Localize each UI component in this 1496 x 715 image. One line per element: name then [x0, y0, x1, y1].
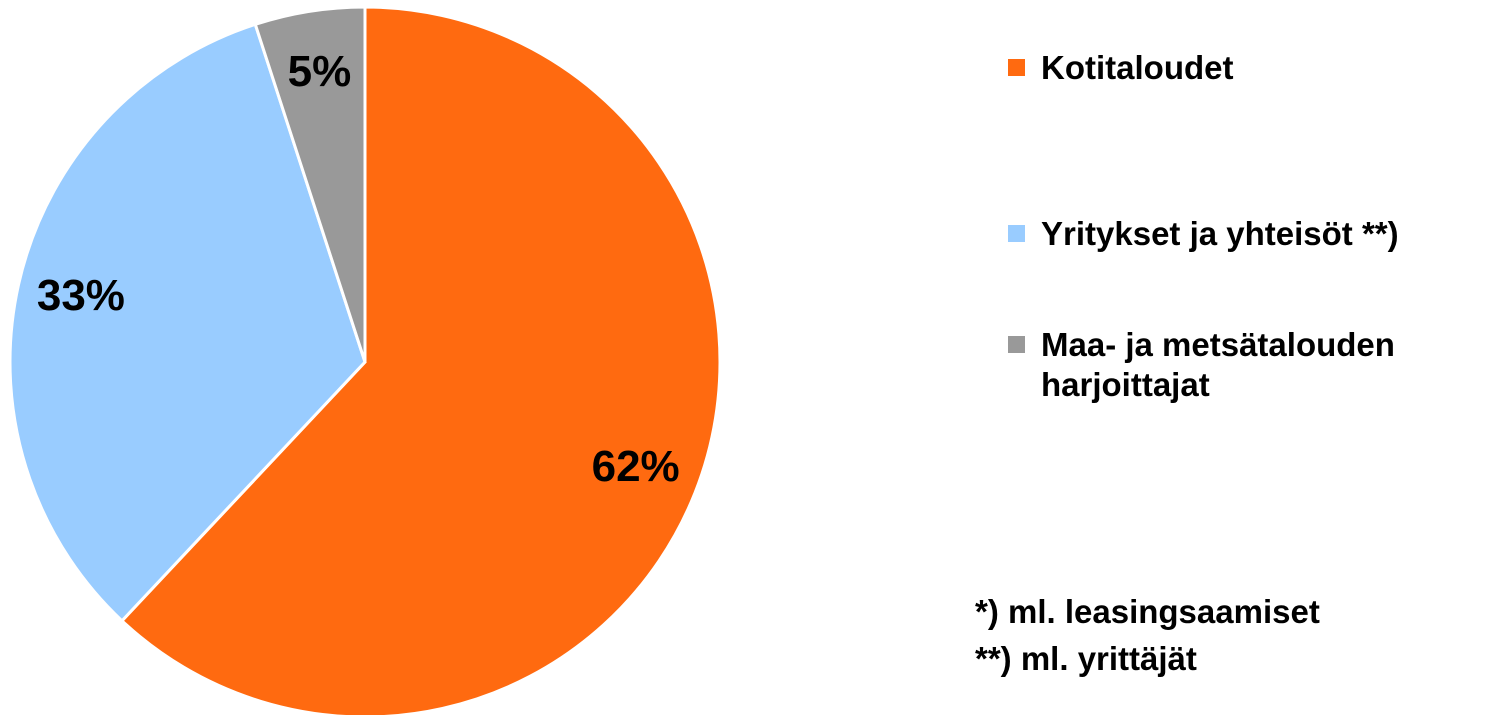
legend-swatch [1008, 59, 1025, 76]
legend-swatch [1008, 336, 1025, 353]
footnote: *) ml. leasingsaamiset [975, 593, 1320, 630]
legend-label: Kotitaloudet [1041, 49, 1234, 86]
pie-slice [119, 5, 722, 715]
data-label: 5% [288, 47, 352, 96]
chart: 62% 33% 5% [8, 5, 722, 715]
legend-item: Maa- ja metsätalouden harjoittajat [1008, 325, 1493, 405]
legend-label: Yritykset ja yhteisöt **) [1041, 215, 1399, 252]
data-label: 62% [592, 442, 680, 491]
legend-label: Maa- ja metsätalouden harjoittajat [1041, 326, 1395, 403]
legend-swatch [1008, 225, 1025, 242]
pie-slice [253, 5, 367, 363]
data-label: 33% [37, 271, 125, 320]
notes: *) ml. leasingsaamiset **) ml. yrittäjät [975, 588, 1320, 682]
legend-item: Yritykset ja yhteisöt **) [1008, 214, 1493, 254]
footnote: **) ml. yrittäjät [975, 640, 1197, 677]
legend-item: Kotitaloudet [1008, 48, 1493, 88]
pie-slice [8, 22, 367, 623]
